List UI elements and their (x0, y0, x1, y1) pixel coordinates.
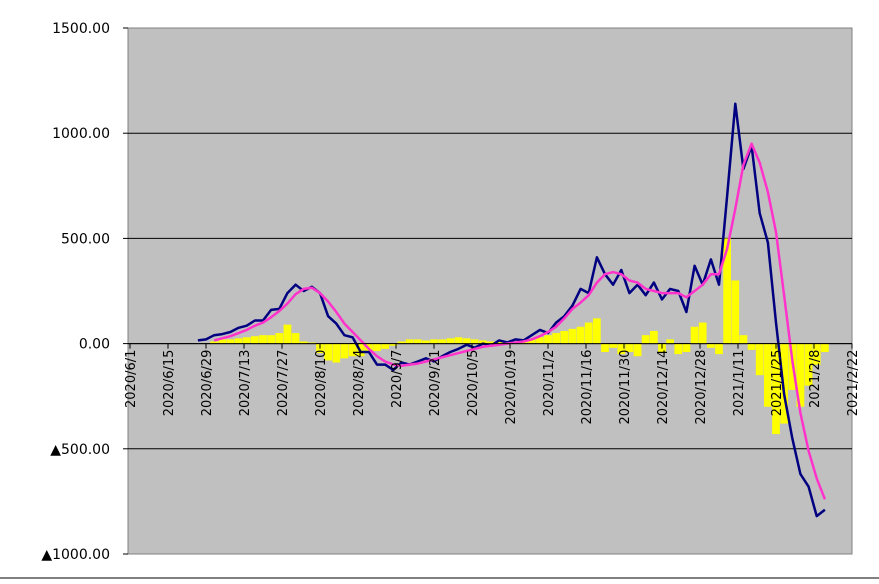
bar (747, 343, 756, 350)
bar (454, 337, 463, 344)
x-tick-label: 2020/11/2 (542, 350, 557, 417)
bar (755, 343, 764, 376)
bar (397, 341, 406, 344)
x-tick-label: 2021/2/8 (808, 350, 823, 408)
bar (772, 343, 780, 435)
bar (234, 338, 243, 344)
y-tick-label: 0.00 (79, 337, 110, 353)
bar (666, 339, 675, 344)
bar (690, 326, 699, 344)
bar (682, 343, 691, 353)
bar (373, 343, 381, 351)
bar (674, 343, 683, 355)
bar (413, 339, 422, 344)
bar (723, 238, 732, 344)
bar (242, 337, 251, 344)
bar (763, 343, 772, 407)
bar (535, 337, 544, 344)
x-tick-label: 2020/12/28 (694, 350, 709, 425)
bar (332, 343, 341, 363)
x-tick-label: 2020/11/30 (618, 350, 633, 425)
bar (552, 333, 561, 344)
bar (340, 343, 349, 359)
x-tick-label: 2020/9/7 (390, 350, 405, 408)
bar (698, 322, 707, 344)
bar (649, 330, 658, 344)
bar (478, 340, 487, 344)
bar (462, 338, 471, 344)
bar (804, 343, 813, 386)
x-tick-label: 2020/6/1 (124, 350, 139, 408)
bar (617, 343, 626, 355)
x-tick-label: 2020/7/13 (238, 350, 253, 417)
bar (544, 335, 552, 344)
bar (275, 333, 284, 344)
y-tick-label: ▲500.00 (50, 442, 110, 458)
bar (381, 343, 390, 349)
bar (715, 343, 723, 355)
bar (812, 343, 821, 365)
y-tick-label: 1500.00 (52, 21, 110, 37)
bar (796, 343, 805, 407)
line-series (213, 142, 827, 500)
bar (324, 343, 333, 361)
bar (267, 335, 276, 344)
bar (527, 339, 536, 344)
bar (495, 341, 504, 344)
bar (470, 339, 479, 344)
bar (592, 318, 601, 344)
x-tick-label: 2020/6/15 (162, 350, 177, 417)
x-tick-label: 2021/1/25 (770, 350, 785, 417)
bar (633, 343, 642, 357)
bar (487, 341, 495, 344)
bar (560, 330, 569, 344)
bar (568, 328, 577, 344)
x-tick-label: 2020/10/5 (466, 350, 481, 417)
bar (348, 343, 357, 357)
bar (601, 343, 609, 353)
bar (283, 324, 292, 344)
x-tick-label: 2020/7/27 (276, 350, 291, 417)
bar (446, 338, 455, 344)
y-tick-label: ▲1000.00 (41, 547, 110, 563)
bar (820, 343, 829, 353)
bar (706, 343, 715, 348)
bar (584, 322, 593, 344)
bar (307, 342, 316, 344)
bar (438, 339, 447, 344)
x-tick-label: 2020/6/29 (200, 350, 215, 417)
x-tick-label: 2021/1/11 (732, 350, 747, 417)
bar (226, 339, 235, 344)
bar (731, 280, 740, 344)
bar (576, 326, 585, 344)
bar (299, 341, 308, 344)
bar (291, 333, 300, 344)
bar (739, 335, 748, 344)
plot-area (127, 27, 853, 555)
x-tick-label: 2020/8/10 (314, 350, 329, 417)
bar (625, 343, 634, 353)
y-tick-label: 1000.00 (52, 126, 110, 142)
bar (250, 336, 259, 344)
x-tick-label: 2021/2/22 (846, 350, 861, 417)
bar (609, 343, 618, 348)
bar (259, 335, 267, 344)
y-tick-label: 500.00 (61, 231, 110, 247)
x-tick-label: 2020/12/14 (656, 350, 671, 425)
bar (641, 335, 650, 344)
bar (430, 339, 438, 344)
x-tick-label: 2020/8/24 (352, 350, 367, 417)
bar (405, 339, 414, 344)
x-tick-label: 2020/10/19 (504, 350, 519, 425)
bar (389, 343, 398, 346)
bar (210, 341, 219, 344)
bar (218, 339, 227, 344)
bar (421, 340, 430, 344)
x-tick-label: 2020/9/21 (428, 350, 443, 417)
x-tick-label: 2020/11/16 (580, 350, 595, 425)
